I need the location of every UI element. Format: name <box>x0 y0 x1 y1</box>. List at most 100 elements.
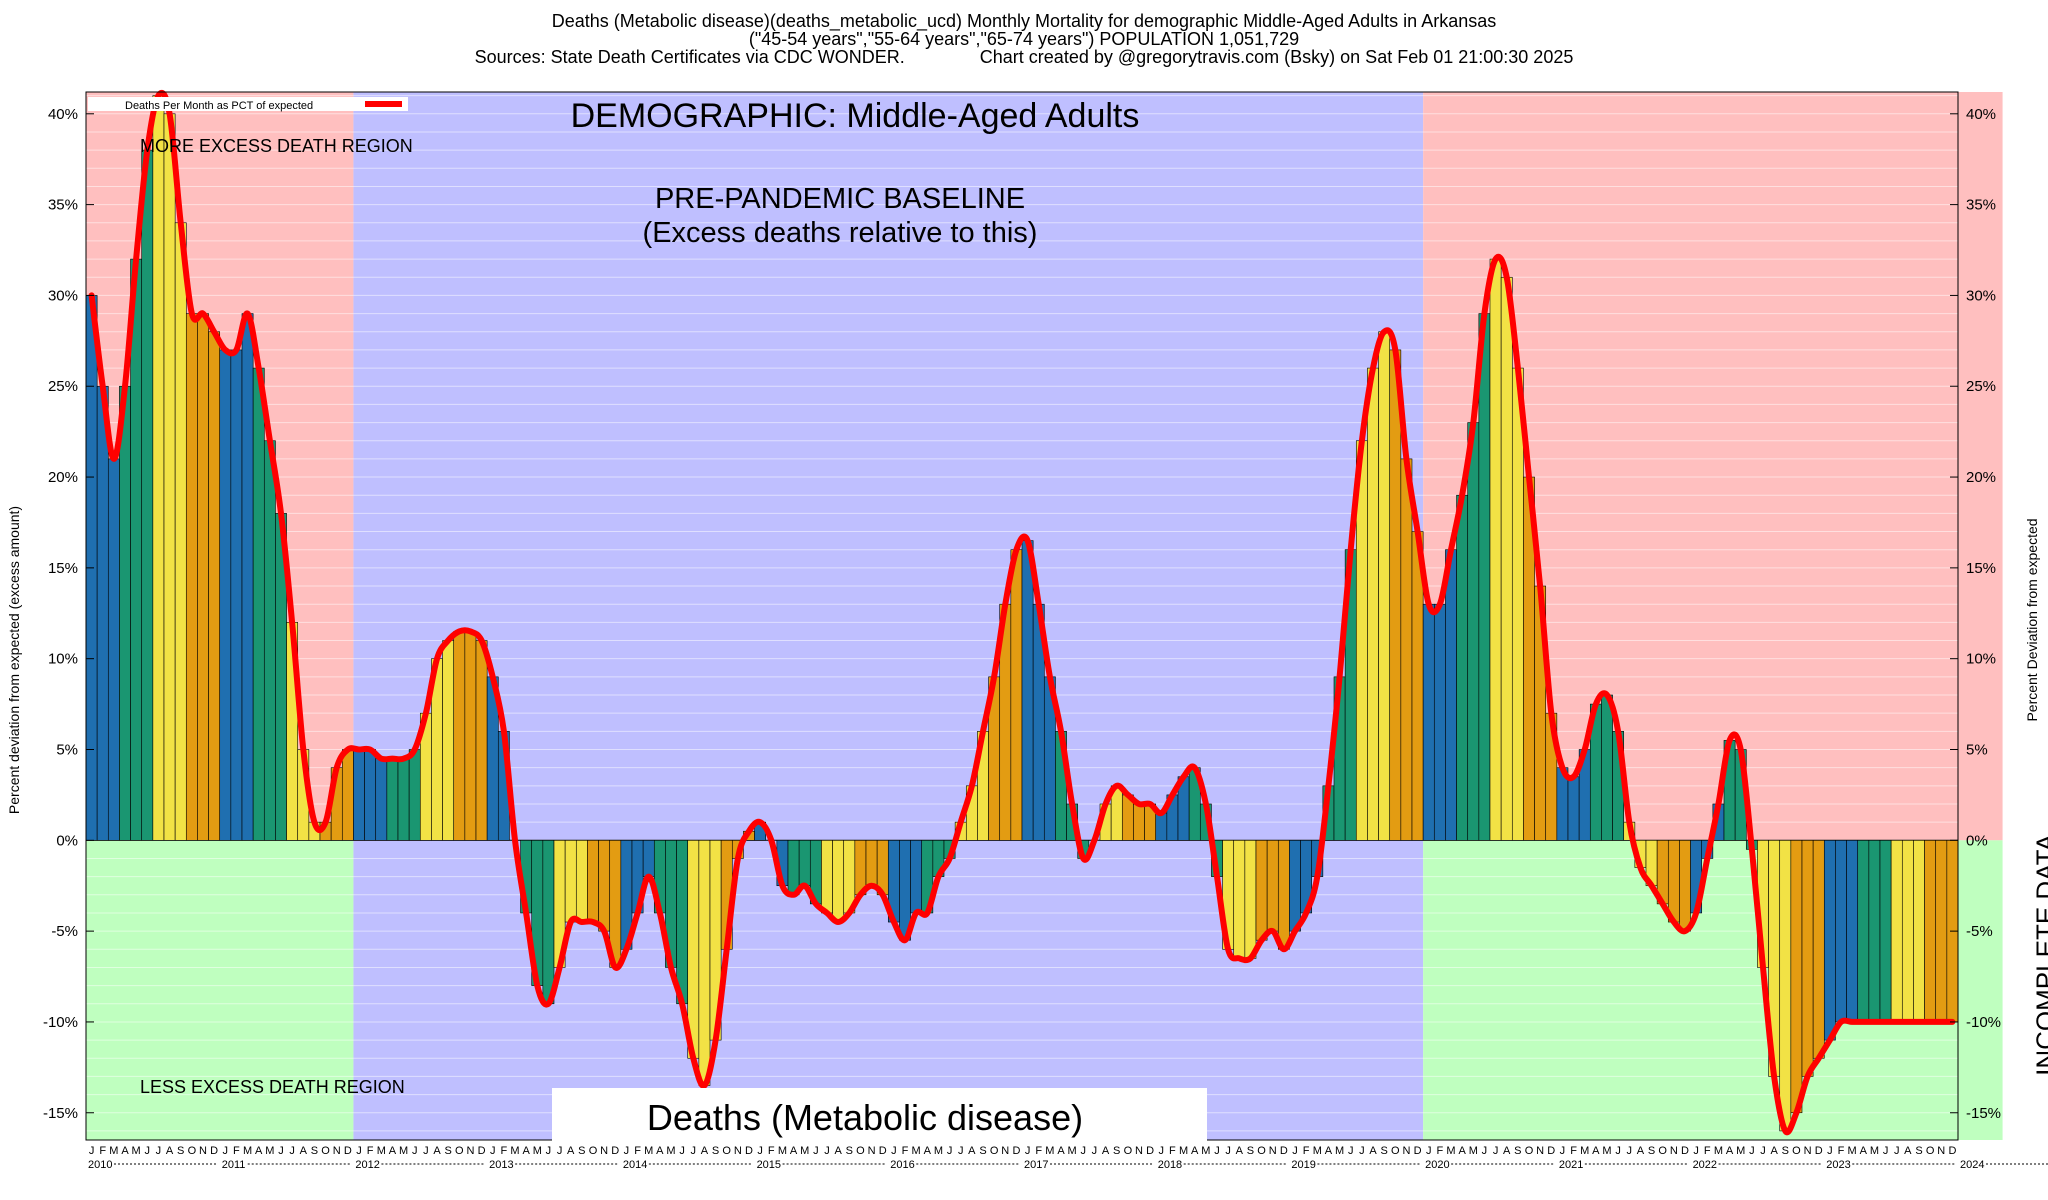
bar <box>1890 840 1903 1023</box>
x-month-label: J <box>1615 1145 1621 1157</box>
x-month-label: D <box>745 1145 753 1157</box>
x-month-label: N <box>1135 1145 1143 1157</box>
x-year-label: 2011 <box>222 1159 246 1171</box>
x-month-label: J <box>1025 1145 1031 1157</box>
x-month-label: J <box>1493 1145 1499 1157</box>
y-tick-label-right: 30% <box>1966 287 1996 304</box>
bar <box>1812 840 1825 1059</box>
x-month-label: A <box>166 1145 174 1157</box>
y-tick-label-right: 10% <box>1966 651 1996 668</box>
x-month-label: N <box>1536 1145 1544 1157</box>
legend-box <box>88 97 408 111</box>
x-month-label: J <box>1348 1145 1354 1157</box>
bar <box>1456 494 1469 841</box>
bar <box>1445 549 1457 841</box>
bar <box>1244 840 1257 959</box>
bar <box>96 385 109 841</box>
bar <box>1567 776 1580 841</box>
y-tick-label: 25% <box>48 378 78 395</box>
y-tick-label-right: -5% <box>1966 923 1993 940</box>
x-month-label: J <box>145 1145 151 1157</box>
x-month-label: M <box>934 1145 943 1157</box>
y-tick-label-right: -15% <box>1966 1105 2001 1122</box>
y-tick-label: 0% <box>56 832 78 849</box>
bar <box>197 313 209 841</box>
x-month-label: O <box>589 1145 598 1157</box>
bar <box>375 758 388 841</box>
x-month-label: F <box>1303 1145 1310 1157</box>
x-month-label: F <box>1838 1145 1845 1157</box>
bar <box>798 840 811 887</box>
cause-box <box>552 1088 1207 1146</box>
x-month-label: F <box>99 1145 106 1157</box>
bar <box>1679 840 1691 932</box>
x-month-label: N <box>1001 1145 1009 1157</box>
bar <box>1378 331 1391 841</box>
x-month-label: M <box>800 1145 809 1157</box>
x-month-label: S <box>444 1145 451 1157</box>
x-month-label: O <box>990 1145 999 1157</box>
demographic-label: DEMOGRAPHIC: Middle-Aged Adults <box>571 97 1140 135</box>
x-month-label: J <box>1092 1145 1098 1157</box>
x-year-label: 2012 <box>355 1159 379 1171</box>
bar <box>1367 367 1379 841</box>
x-month-label: J <box>1827 1145 1833 1157</box>
x-month-label: N <box>1269 1145 1277 1157</box>
x-year-label: 2010 <box>88 1159 112 1171</box>
x-month-label: A <box>834 1145 842 1157</box>
x-month-label: F <box>634 1145 641 1157</box>
bar <box>865 840 878 887</box>
bar <box>1500 276 1513 841</box>
x-month-label: M <box>132 1145 141 1157</box>
x-month-label: A <box>433 1145 441 1157</box>
bar <box>364 749 377 841</box>
axes: -15% -15% -10% -10% -5% -5% 0% 0% 5% 5% 10% 10% 15% 1… <box>43 91 2048 1171</box>
series-line <box>88 89 1956 1136</box>
x-month-label: O <box>1391 1145 1400 1157</box>
bar <box>542 840 555 1005</box>
y-tick-label-right: 20% <box>1966 469 1996 486</box>
x-month-label: J <box>1883 1145 1889 1157</box>
x-month-label: M <box>399 1145 408 1157</box>
bar <box>263 440 276 841</box>
x-month-label: O <box>856 1145 865 1157</box>
x-month-label: M <box>644 1145 653 1157</box>
x-month-label: J <box>156 1145 162 1157</box>
y-tick-label: 30% <box>48 287 78 304</box>
x-month-label: J <box>289 1145 295 1157</box>
region-baseline <box>353 92 1424 1140</box>
x-month-label: A <box>1770 1145 1778 1157</box>
bar <box>1489 258 1502 841</box>
x-month-label: A <box>968 1145 976 1157</box>
baseline-label-line2: (Excess deaths relative to this) <box>643 217 1038 249</box>
bar <box>442 640 455 841</box>
bar <box>408 749 421 841</box>
x-month-label: D <box>1948 1145 1956 1157</box>
x-month-label: J <box>1292 1145 1298 1157</box>
x-month-label: D <box>210 1145 218 1157</box>
x-month-label: S <box>979 1145 986 1157</box>
x-month-label: A <box>567 1145 575 1157</box>
x-month-label: M <box>1469 1145 1478 1157</box>
bar <box>1601 694 1613 841</box>
x-month-label: J <box>624 1145 630 1157</box>
x-month-label: M <box>1714 1145 1723 1157</box>
x-month-label: J <box>557 1145 563 1157</box>
x-year-label: 2021 <box>1559 1159 1583 1171</box>
x-month-label: F <box>367 1145 374 1157</box>
bar <box>1021 540 1034 841</box>
y-tick-label: 35% <box>48 197 78 214</box>
y-tick-label-right: -10% <box>1966 1014 2001 1031</box>
x-month-label: A <box>1860 1145 1868 1157</box>
x-month-label: S <box>177 1145 184 1157</box>
x-year-label: 2018 <box>1158 1159 1182 1171</box>
bar <box>1835 840 1847 1023</box>
x-month-label: D <box>1414 1145 1422 1157</box>
x-month-label: M <box>1446 1145 1455 1157</box>
legend-label: Deaths Per Month as PCT of expected <box>125 100 313 112</box>
bar <box>174 222 187 841</box>
x-month-label: D <box>1012 1145 1020 1157</box>
x-month-label: O <box>1525 1145 1534 1157</box>
x-month-label: O <box>1792 1145 1801 1157</box>
chart-header: Deaths (Metabolic disease)(deaths_metabo… <box>0 12 2048 66</box>
